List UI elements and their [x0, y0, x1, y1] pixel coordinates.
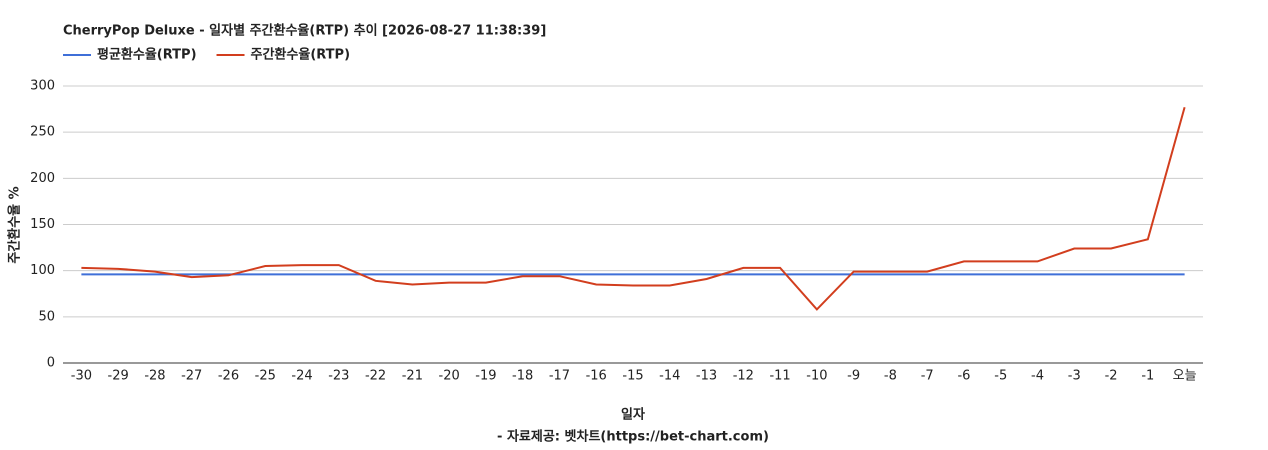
x-tick-label: -10 — [806, 369, 827, 384]
x-tick-label: -4 — [1031, 369, 1044, 384]
x-tick-label: -20 — [439, 369, 460, 384]
x-tick-label: -1 — [1141, 369, 1154, 384]
x-tick-label: -11 — [769, 369, 790, 384]
x-tick-label: -25 — [255, 369, 276, 384]
x-tick-label: -27 — [181, 369, 202, 384]
source-note: - 자료제공: 벳차트(https://bet-chart.com) — [497, 429, 769, 445]
x-tick-label: -9 — [847, 369, 860, 384]
x-tick-label: -15 — [622, 369, 643, 384]
x-tick-label: -7 — [921, 369, 934, 384]
series-line — [81, 106, 1186, 311]
x-tick-label: -29 — [108, 369, 129, 384]
x-tick-label: -3 — [1068, 369, 1081, 384]
y-axis-label: 주간환수율 % — [7, 186, 23, 263]
x-tick-label: -2 — [1105, 369, 1118, 384]
x-tick-label: 오늘 — [1173, 369, 1197, 384]
y-tick-label: 300 — [30, 79, 55, 94]
x-tick-label: -26 — [218, 369, 239, 384]
x-tick-label: -18 — [512, 369, 533, 384]
x-tick-label: -5 — [994, 369, 1007, 384]
x-tick-label: -8 — [884, 369, 897, 384]
x-tick-label: -19 — [475, 369, 496, 384]
x-tick-label: -13 — [696, 369, 717, 384]
x-tick-label: -21 — [402, 369, 423, 384]
y-tick-label: 100 — [30, 263, 55, 278]
x-tick-label: -24 — [291, 369, 312, 384]
y-tick-label: 150 — [30, 217, 55, 232]
x-tick-label: -17 — [549, 369, 570, 384]
y-tick-label: 250 — [30, 125, 55, 140]
y-tick-label: 0 — [47, 356, 55, 371]
x-tick-label: -6 — [957, 369, 970, 384]
chart-title: CherryPop Deluxe - 일자별 주간환수율(RTP) 추이 [20… — [63, 23, 546, 39]
y-tick-label: 200 — [30, 171, 55, 186]
x-axis-label: 일자 — [621, 408, 645, 423]
legend-label: 주간환수율(RTP) — [251, 47, 351, 63]
x-tick-label: -28 — [144, 369, 165, 384]
x-tick-label: -14 — [659, 369, 680, 384]
x-tick-label: -22 — [365, 369, 386, 384]
x-tick-label: -30 — [71, 369, 92, 384]
y-tick-label: 50 — [38, 309, 55, 324]
x-tick-label: -23 — [328, 369, 349, 384]
x-tick-label: -12 — [733, 369, 754, 384]
x-tick-label: -16 — [586, 369, 607, 384]
legend-label: 평균환수율(RTP) — [97, 47, 197, 63]
